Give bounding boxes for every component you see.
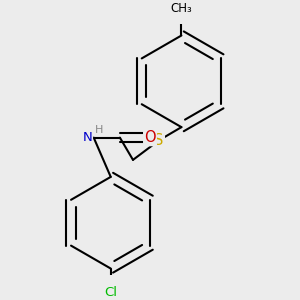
Text: Cl: Cl bbox=[104, 286, 117, 298]
Text: H: H bbox=[95, 125, 103, 135]
Text: CH₃: CH₃ bbox=[170, 2, 192, 14]
Text: S: S bbox=[154, 133, 164, 148]
Text: N: N bbox=[82, 131, 92, 144]
Text: O: O bbox=[144, 130, 156, 145]
